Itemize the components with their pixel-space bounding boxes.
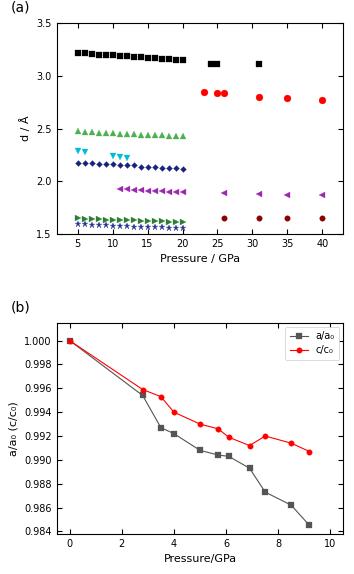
- Line: a/a₀: a/a₀: [67, 338, 312, 528]
- c/c₀: [263, 433, 267, 440]
- a/a₀: [159, 424, 163, 431]
- c/c₀: [198, 421, 202, 428]
- c/c₀: [172, 409, 176, 416]
- c/c₀: [68, 337, 72, 344]
- Y-axis label: a/a₀ (c/c₀): a/a₀ (c/c₀): [8, 401, 19, 456]
- a/a₀: [68, 337, 72, 344]
- a/a₀: [141, 392, 145, 399]
- Legend: a/a₀, c/c₀: a/a₀, c/c₀: [285, 327, 339, 360]
- c/c₀: [247, 442, 252, 449]
- c/c₀: [307, 448, 312, 455]
- Line: c/c₀: c/c₀: [67, 338, 312, 454]
- X-axis label: Pressure/GPa: Pressure/GPa: [164, 554, 236, 564]
- a/a₀: [198, 447, 202, 454]
- a/a₀: [247, 465, 252, 472]
- c/c₀: [159, 393, 163, 400]
- c/c₀: [227, 434, 231, 441]
- c/c₀: [141, 386, 145, 393]
- a/a₀: [216, 452, 221, 459]
- Y-axis label: d / Å: d / Å: [20, 116, 31, 141]
- c/c₀: [216, 425, 221, 432]
- X-axis label: Pressure / GPa: Pressure / GPa: [160, 254, 240, 265]
- a/a₀: [172, 430, 176, 437]
- a/a₀: [263, 488, 267, 495]
- c/c₀: [289, 440, 293, 447]
- Text: (b): (b): [11, 300, 30, 315]
- a/a₀: [227, 453, 231, 460]
- a/a₀: [289, 502, 293, 509]
- a/a₀: [307, 522, 312, 529]
- Text: (a): (a): [11, 1, 30, 14]
